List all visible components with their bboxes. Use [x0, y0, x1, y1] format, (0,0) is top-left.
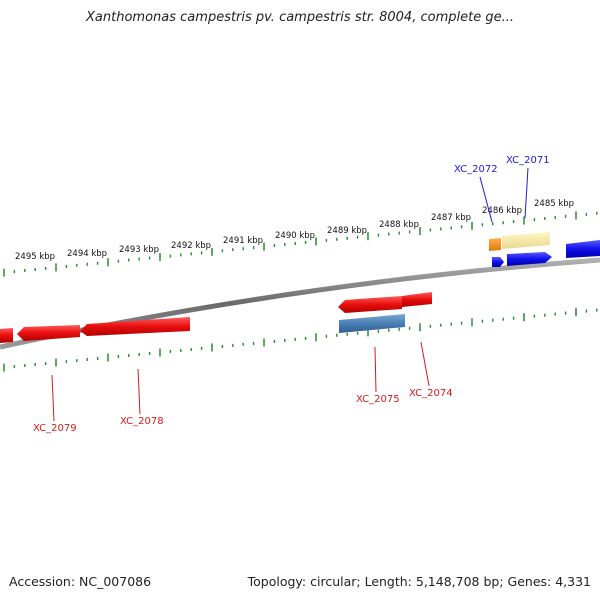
label-line-xc2074 — [420, 341, 430, 387]
feature-steelblue[interactable] — [339, 314, 405, 333]
tick-label: 2489 kbp — [327, 226, 367, 236]
gene-xc2079-arrow[interactable] — [17, 325, 80, 341]
tick-label: 2487 kbp — [431, 213, 471, 223]
gene-label-xc2079[interactable]: XC_2079 — [33, 423, 77, 434]
tick-label: 2488 kbp — [379, 220, 419, 230]
gene-reverse-arrow[interactable] — [0, 328, 13, 343]
gene-label-xc2075[interactable]: XC_2075 — [356, 394, 400, 405]
label-line-xc2079 — [51, 374, 55, 422]
label-line-xc2072 — [479, 176, 493, 223]
label-line-xc2078 — [137, 368, 141, 415]
reverse-features — [0, 292, 432, 343]
label-line-xc2071 — [524, 167, 529, 219]
gene-label-xc2078[interactable]: XC_2078 — [120, 416, 164, 427]
reverse-tick-track — [3, 308, 598, 372]
forward-features — [489, 232, 600, 267]
gene-label-xc2074[interactable]: XC_2074 — [409, 388, 453, 399]
tick-label: 2493 kbp — [119, 245, 159, 255]
gene-label-lines — [51, 167, 529, 422]
topology-text: Topology: circular; Length: 5,148,708 bp… — [247, 574, 591, 589]
gene-forward-arrow[interactable] — [566, 240, 600, 258]
tick-label: 2492 kbp — [171, 241, 211, 251]
gene-label-xc2072[interactable]: XC_2072 — [454, 164, 498, 175]
tick-label: 2495 kbp — [15, 252, 55, 262]
gene-xc2078-arrow[interactable] — [80, 317, 190, 336]
forward-tick-track — [3, 211, 598, 277]
feature-orange[interactable] — [489, 238, 501, 251]
label-line-xc2075 — [374, 346, 377, 393]
tick-labels: 2495 kbp 2494 kbp 2493 kbp 2492 kbp 2491… — [15, 199, 574, 262]
tick-label: 2486 kbp — [482, 206, 522, 216]
gene-xc2074-arrow[interactable] — [402, 292, 432, 307]
map-title: Xanthomonas campestris pv. campestris st… — [86, 10, 514, 25]
tick-label: 2490 kbp — [275, 231, 315, 241]
tick-label: 2485 kbp — [534, 199, 574, 209]
tick-label: 2494 kbp — [67, 249, 107, 259]
gene-xc2072-arrow[interactable] — [492, 257, 504, 267]
accession-text: Accession: NC_007086 — [9, 574, 152, 589]
tick-label: 2491 kbp — [223, 236, 263, 246]
gene-labels: XC_2072 XC_2071 XC_2075 XC_2074 XC_2079 … — [33, 155, 550, 434]
gene-xc2075-arrow[interactable] — [338, 296, 402, 313]
gene-label-xc2071[interactable]: XC_2071 — [506, 155, 550, 166]
gene-xc2071-arrow[interactable] — [507, 252, 552, 266]
feature-khaki[interactable] — [502, 232, 550, 249]
